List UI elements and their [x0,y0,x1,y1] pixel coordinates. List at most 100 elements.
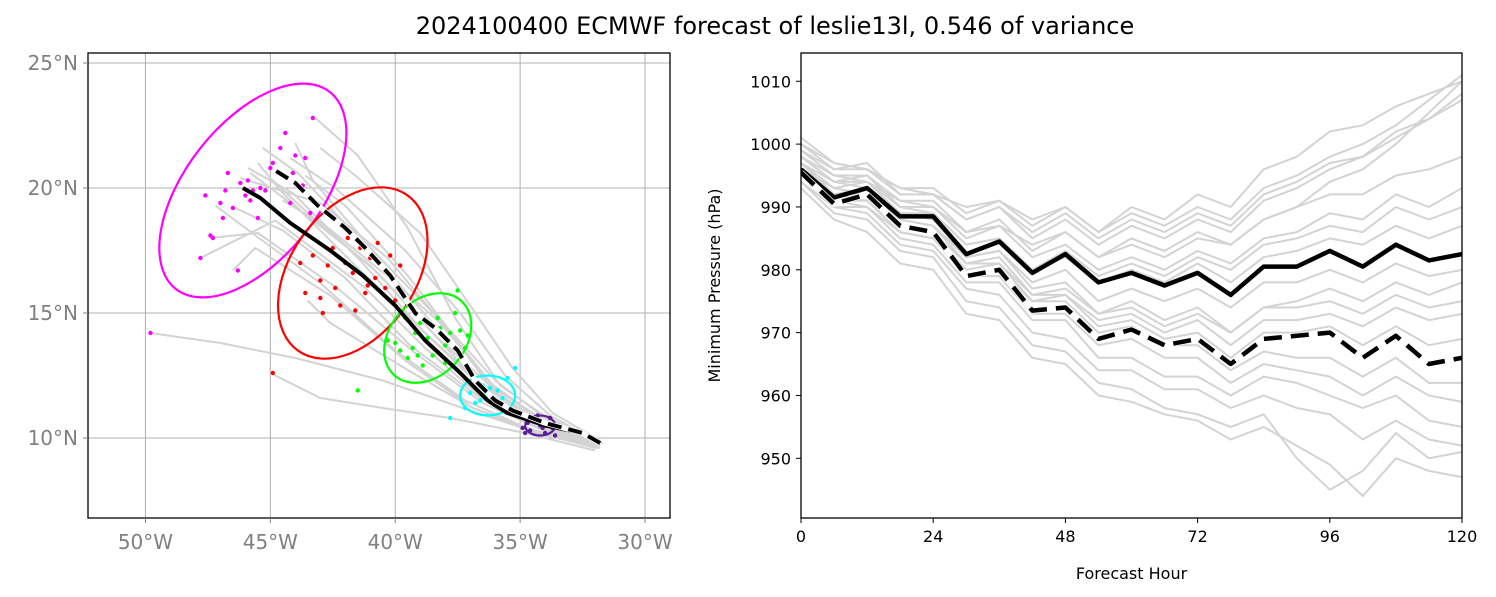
cluster-point-magenta [308,210,313,216]
cluster-point-magenta [148,330,153,336]
pressure-y-tick-label: 1010 [750,72,791,91]
cluster-point-red [298,260,303,266]
map-y-tick-label: 10°N [28,426,78,450]
cluster-point-magenta [310,115,316,121]
cluster-point-red [373,275,378,281]
cluster-point-magenta [290,170,296,176]
cluster-point-green [465,333,470,338]
cluster-point-green [415,353,420,358]
track-map-panel: 50°W 45°W 40°W 35°W 30°W 10°N 15°N 20°N 25°N [28,51,673,554]
map-x-tick-label: 50°W [118,530,173,554]
cluster-point-red [270,370,276,376]
cluster-point-purple [520,425,525,431]
pressure-x-tick-label: 24 [923,527,943,546]
map-x-tick-label: 45°W [243,530,298,554]
cluster-point-green [418,320,423,326]
map-frame [87,52,671,519]
ensemble-member-line [801,174,1462,428]
pressure-x-axis-label: Forecast Hour [1076,564,1188,583]
cluster-point-green [398,348,403,353]
ensemble-member-line [801,162,1462,347]
map-x-tick-label: 35°W [493,530,548,554]
cluster-point-magenta [218,200,223,206]
cluster-point-magenta [225,170,231,176]
cluster-point-cyan [500,395,505,401]
cluster-point-purple [552,433,558,438]
cluster-point-red [318,295,323,301]
ensemble-track [319,147,601,442]
cluster-point-magenta [208,233,213,238]
cluster-point-red [303,290,308,296]
cluster-point-magenta [220,215,226,221]
cluster-point-red [333,285,338,291]
ensemble-track [199,219,601,447]
cluster-point-magenta [258,185,263,191]
cluster-point-red [365,283,370,288]
cluster-point-cyan [477,398,483,403]
ensemble-member-line [801,181,1462,447]
cluster-point-cyan [472,400,478,406]
figure-title: 2024100400 ECMWF forecast of leslie13l, … [415,12,1135,40]
ensemble-member-line [801,80,1462,234]
cluster-point-red [320,310,325,316]
pressure-x-tick-label: 96 [1320,527,1340,546]
pressure-y-tick-label: 1000 [750,135,791,154]
cluster-point-magenta [288,200,293,206]
ensemble-member-line [801,181,1462,491]
deterministic-track [274,168,602,445]
ensemble-track [269,177,603,444]
ensemble-member-line [801,162,1462,284]
map-x-tick-label: 40°W [368,530,423,554]
ensemble-member-line [801,80,1462,259]
cluster-point-magenta [230,205,236,211]
cluster-point-magenta [235,268,241,273]
cluster-point-magenta [268,165,273,171]
cluster-point-magenta [223,188,228,193]
deterministic-track-halo [273,168,602,446]
ensemble-track [314,117,601,442]
cluster-point-magenta [198,255,203,261]
cluster-point-red [338,303,343,308]
ensemble-member-line [801,174,1462,334]
cluster-point-magenta [270,160,276,166]
cluster-point-magenta [263,188,268,193]
pressure-y-tick-label: 980 [760,261,791,280]
cluster-point-green [435,315,440,321]
cluster-point-magenta [203,193,208,198]
ensemble-track [304,174,601,444]
pressure-x-tick-label: 120 [1447,527,1478,546]
map-y-tick-label: 25°N [28,51,78,75]
pressure-x-tick-label: 0 [796,527,806,546]
cluster-point-magenta [243,193,248,198]
cluster-point-red [375,240,380,246]
pressure-plot-area [801,74,1462,497]
cluster-point-green [405,355,410,361]
pressure-frame [800,52,1463,519]
pressure-y-tick-label: 950 [760,449,791,468]
pressure-x-tick-label: 72 [1187,527,1207,546]
map-y-tick-label: 20°N [28,176,78,200]
cluster-point-red [325,263,330,268]
cluster-point-green [355,388,360,393]
map-plot-area [88,53,670,518]
cluster-point-magenta [283,130,288,136]
cluster-point-red [398,263,403,268]
cluster-point-cyan [487,385,493,391]
cluster-point-magenta [238,180,243,186]
map-x-tick-label: 30°W [617,530,672,554]
ensemble-track [262,147,598,447]
cluster-point-green [430,353,435,358]
cluster-point-magenta [255,215,261,221]
ensemble-track [289,157,601,444]
cluster-point-magenta [278,145,283,151]
ensemble-track [214,204,598,449]
ensemble-track [210,232,598,449]
cluster-point-magenta [245,178,251,183]
ensemble-member-line [801,99,1462,240]
cluster-point-red [310,253,316,258]
deterministic-line [801,170,1462,367]
pressure-y-tick-label: 990 [760,198,791,217]
cluster-point-cyan [447,415,453,421]
cluster-point-red [383,285,388,291]
